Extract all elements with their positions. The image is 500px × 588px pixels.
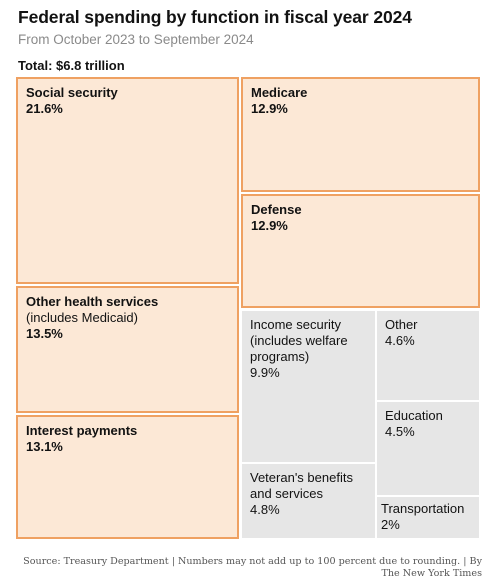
cell-label: Defense bbox=[251, 202, 302, 217]
cell-value: 12.9% bbox=[251, 218, 288, 233]
cell-label: Medicare bbox=[251, 85, 308, 100]
treemap-cell-veterans: Veteran's benefits and services 4.8% bbox=[241, 463, 376, 539]
cell-value: 12.9% bbox=[251, 101, 288, 116]
cell-note: (includes Medicaid) bbox=[26, 310, 138, 325]
cell-value: 4.8% bbox=[250, 502, 280, 517]
treemap-cell-interest: Interest payments 13.1% bbox=[16, 415, 239, 539]
cell-value: 21.6% bbox=[26, 101, 63, 116]
cell-value: 4.5% bbox=[385, 424, 415, 439]
chart-title: Federal spending by function in fiscal y… bbox=[18, 7, 412, 27]
cell-value: 2% bbox=[381, 517, 400, 532]
cell-value: 13.5% bbox=[26, 326, 63, 341]
treemap-cell-medicare: Medicare 12.9% bbox=[241, 77, 480, 192]
total-label: Total: $6.8 trillion bbox=[18, 58, 125, 73]
treemap-cell-income-security: Income security (includes welfare progra… bbox=[241, 310, 376, 463]
cell-value: 4.6% bbox=[385, 333, 415, 348]
chart-subtitle: From October 2023 to September 2024 bbox=[18, 32, 254, 47]
treemap-cell-other: Other 4.6% bbox=[376, 310, 480, 401]
treemap-cell-social-security: Social security 21.6% bbox=[16, 77, 239, 284]
treemap-cell-other-health: Other health services (includes Medicaid)… bbox=[16, 286, 239, 413]
cell-label: Education bbox=[385, 408, 443, 423]
cell-label: Transportation bbox=[381, 501, 465, 516]
cell-label: Income security (includes welfare progra… bbox=[250, 317, 348, 364]
cell-label: Interest payments bbox=[26, 423, 138, 438]
cell-label: Veteran's benefits and services bbox=[250, 470, 353, 501]
cell-value: 13.1% bbox=[26, 439, 63, 454]
cell-label: Other health services bbox=[26, 294, 159, 309]
treemap-cell-defense: Defense 12.9% bbox=[241, 194, 480, 308]
cell-label: Other bbox=[385, 317, 418, 332]
treemap: Social security 21.6% Medicare 12.9% Defense… bbox=[16, 77, 480, 539]
treemap-cell-transportation: Transportation 2% bbox=[376, 496, 480, 539]
cell-value: 9.9% bbox=[250, 365, 280, 380]
treemap-cell-education: Education 4.5% bbox=[376, 401, 480, 496]
cell-label: Social security bbox=[26, 85, 118, 100]
source-note: Source: Treasury Department | Numbers ma… bbox=[23, 556, 482, 579]
